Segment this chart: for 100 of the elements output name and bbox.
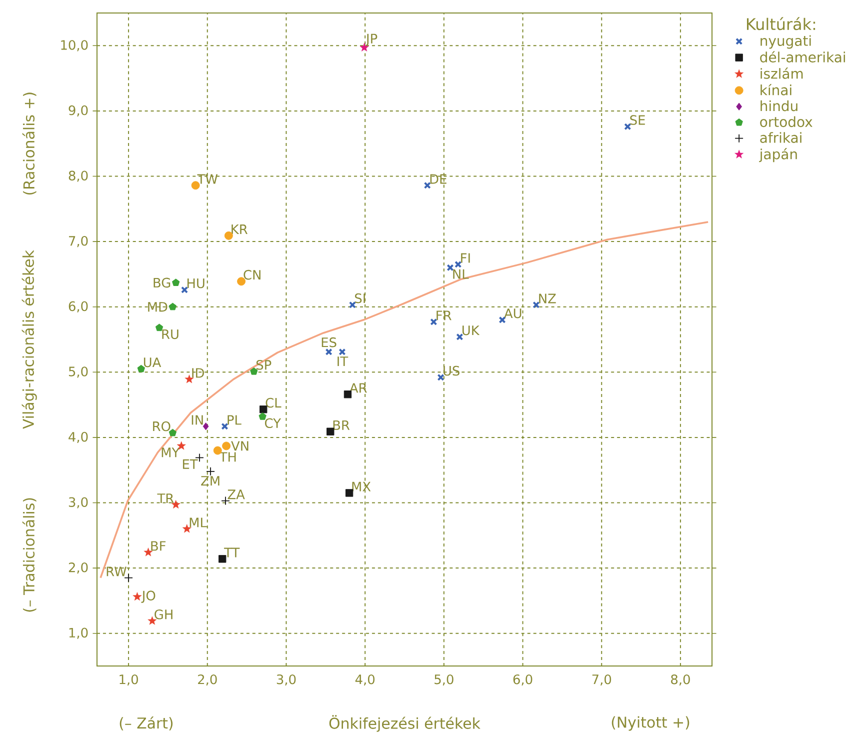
y-tick-label: 1,0 <box>69 628 88 639</box>
point <box>222 442 231 450</box>
point <box>338 348 346 356</box>
annotation: RU <box>162 329 178 340</box>
annotation: RW <box>106 566 126 576</box>
annotation: FR <box>436 310 452 320</box>
point <box>624 123 632 130</box>
annotation: BR <box>333 420 350 430</box>
annotation: ID <box>192 368 204 378</box>
point <box>250 367 258 375</box>
point <box>345 489 354 497</box>
point <box>260 406 268 414</box>
annotation: UA <box>144 358 162 368</box>
legend-label: iszlám <box>760 68 803 79</box>
annotation: GH <box>154 609 172 620</box>
x-tick-label: 4,0 <box>355 674 375 686</box>
annotation: US <box>444 366 460 376</box>
y-tick-label: 3,0 <box>68 497 88 508</box>
annotation: DE <box>430 174 446 184</box>
point <box>446 264 454 272</box>
annotation: ZA <box>228 490 245 500</box>
annotation: MX <box>352 482 371 492</box>
point <box>155 324 164 332</box>
annotation: NL <box>453 269 469 279</box>
point <box>168 428 177 436</box>
annotation: AR <box>350 383 367 393</box>
text: (Nyitott +) <box>612 716 690 731</box>
y-tick-label: 4,0 <box>68 432 88 443</box>
annotation: TT <box>224 548 240 558</box>
x-axis-title: Önkifejezési értékek <box>329 715 480 732</box>
annotation: MD <box>148 302 168 312</box>
annotation: AU <box>504 308 522 318</box>
annotation: TR <box>157 494 174 504</box>
point <box>424 182 431 189</box>
annotation: CL <box>266 398 282 408</box>
annotation: VN <box>231 441 248 451</box>
annotation: FI <box>461 253 470 263</box>
point <box>456 333 464 340</box>
text: (– Zárt) <box>120 716 173 730</box>
point <box>454 260 462 268</box>
point <box>184 374 194 384</box>
y-tick-label: 8,0 <box>68 170 88 182</box>
annotation: IT <box>338 356 348 366</box>
text: (Racionális +) <box>22 92 36 194</box>
point <box>258 412 266 420</box>
annotation: ML <box>190 518 207 528</box>
legend-label: hindu <box>760 100 798 112</box>
annotation: UK <box>462 326 480 336</box>
point <box>437 374 444 381</box>
annotation: SP <box>256 360 272 370</box>
annotation: ZM <box>201 476 220 486</box>
x-tick-label: 6,0 <box>513 674 532 686</box>
point <box>224 231 233 240</box>
point <box>430 318 438 326</box>
x-tick-label: 3,0 <box>276 674 296 686</box>
annotation: HU <box>187 278 204 288</box>
point <box>172 278 180 286</box>
point <box>344 390 352 398</box>
y-axis-title: Világi-racionális értékek <box>22 250 37 429</box>
legend-label: dél-amerikai <box>760 51 845 62</box>
point <box>168 302 177 310</box>
annotation: CY <box>265 418 282 428</box>
annotation: JO <box>141 590 156 603</box>
annotation: JP <box>365 34 378 46</box>
line-series <box>100 221 709 579</box>
annotation: PL <box>228 415 242 425</box>
point <box>182 524 192 533</box>
annotation: NZ <box>539 294 556 304</box>
annotation: KR <box>232 224 248 234</box>
y-tick-label: 2,0 <box>68 562 88 574</box>
annotation: ES <box>322 337 336 348</box>
point <box>202 422 209 430</box>
x-tick-label: 8,0 <box>671 674 690 686</box>
legend-label: nyugati <box>760 35 811 49</box>
annotation: RO <box>153 421 170 432</box>
legend-label: ortodox <box>760 116 812 128</box>
point <box>144 548 153 556</box>
legend-title: Kultúrák: <box>746 17 816 30</box>
y-tick-label: 6,0 <box>68 301 88 312</box>
text: (– Tradicionális) <box>22 498 36 612</box>
point <box>498 316 506 324</box>
annotation: ET <box>182 459 198 469</box>
point <box>137 364 146 372</box>
annotation: BG <box>154 278 170 288</box>
y-tick-label: 9,0 <box>68 105 88 116</box>
point <box>221 422 228 430</box>
annotation: SE <box>630 115 645 125</box>
annotation: IN <box>192 415 203 425</box>
y-tick-label: 10,0 <box>61 40 88 52</box>
annotation: CN <box>244 270 260 280</box>
point <box>206 466 215 476</box>
x-tick-label: 5,0 <box>434 674 454 686</box>
annotation: SI <box>355 293 365 304</box>
point <box>325 348 332 356</box>
x-tick-label: 2,0 <box>198 674 217 686</box>
legend-label: afrikai <box>760 132 802 143</box>
x-tick-label: 7,0 <box>592 674 612 686</box>
annotation: TH <box>219 452 236 462</box>
point <box>213 446 222 455</box>
annotation: TW <box>197 174 218 184</box>
